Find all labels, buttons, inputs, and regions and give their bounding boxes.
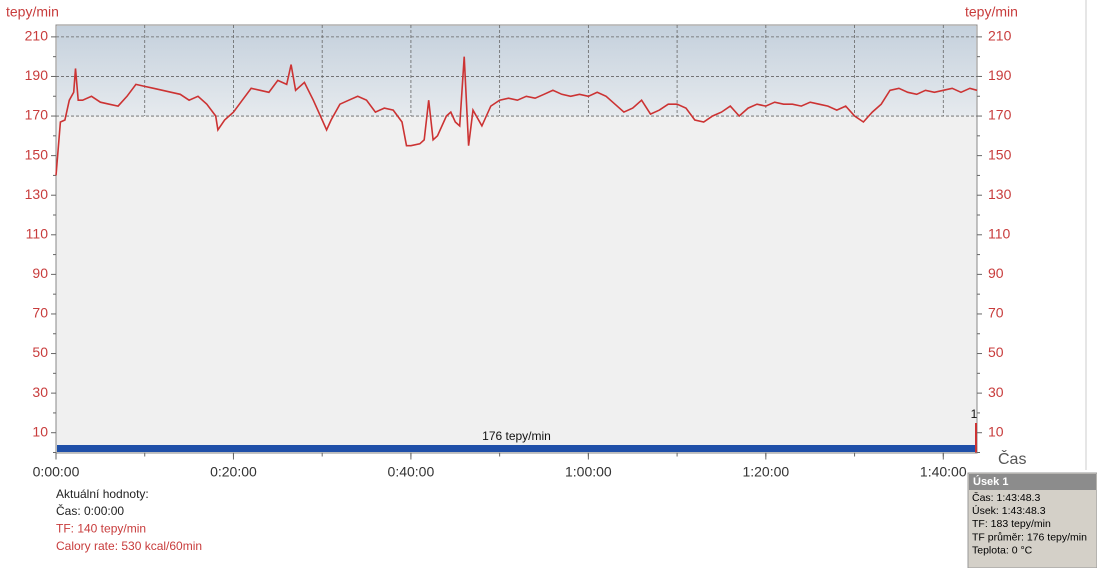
y-tick-label: 30 xyxy=(32,384,48,400)
tooltip-line: TF: 183 tepy/min xyxy=(972,518,1051,530)
zone xyxy=(57,26,976,117)
y2-tick-label: 210 xyxy=(988,28,1012,44)
hr-line xyxy=(55,56,978,176)
x-tick-label: 1:40:00 xyxy=(920,464,967,480)
info-line: TF: 140 tepy/min xyxy=(56,522,146,536)
y2-tick-label: 70 xyxy=(988,305,1004,321)
y-axis-label: tepy/min xyxy=(6,4,59,20)
x-tick-label: 0:40:00 xyxy=(388,464,435,480)
y2-tick-label: 30 xyxy=(988,384,1004,400)
y2-tick-label: 10 xyxy=(988,423,1004,439)
y2-tick-label: 90 xyxy=(988,265,1004,281)
x-tick-label: 0:20:00 xyxy=(210,464,257,480)
info-title: Aktuální hodnoty: xyxy=(56,487,149,501)
x-tick-label: 1:20:00 xyxy=(742,464,789,480)
y2-tick-label: 170 xyxy=(988,107,1012,123)
y-tick-label: 190 xyxy=(25,67,49,83)
tooltip-line: Teplota: 0 °C xyxy=(972,545,1033,557)
y-tick-label: 90 xyxy=(32,265,48,281)
y-tick-label: 130 xyxy=(25,186,49,202)
average-label: 176 tepy/min xyxy=(482,429,551,443)
y-tick-label: 10 xyxy=(32,423,48,439)
x-tick-label: 1:00:00 xyxy=(565,464,612,480)
y-tick-label: 70 xyxy=(32,305,48,321)
y-tick-label: 210 xyxy=(25,28,49,44)
info-panel: Aktuální hodnoty: Čas: 0:00:00 TF: 140 tep… xyxy=(56,487,202,553)
y2-tick-label: 110 xyxy=(988,225,1011,241)
x-axis-label: Čas xyxy=(998,449,1026,468)
y2-tick-label: 190 xyxy=(988,67,1012,83)
y-tick-label: 110 xyxy=(26,225,49,241)
y2-tick-label: 130 xyxy=(988,186,1012,202)
info-line: Calory rate: 530 kcal/60min xyxy=(56,539,202,553)
tooltip-header xyxy=(969,474,1096,490)
y-tick-label: 170 xyxy=(25,107,49,123)
y2-tick-label: 150 xyxy=(988,146,1012,162)
average-bar xyxy=(57,445,976,452)
lap-marker-label: 1 xyxy=(971,407,978,421)
y-tick-label: 50 xyxy=(32,344,48,360)
info-line: Čas: 0:00:00 xyxy=(56,503,124,518)
y2-tick-label: 50 xyxy=(988,344,1004,360)
x-tick-label: 0:00:00 xyxy=(33,464,80,480)
y2-axis-label: tepy/min xyxy=(965,4,1018,20)
tooltip-line: TF průměr: 176 tepy/min xyxy=(972,531,1087,543)
y-tick-label: 150 xyxy=(25,146,49,162)
tooltip-line: Úsek: 1:43:48.3 xyxy=(972,504,1046,517)
tooltip-title: Úsek 1 xyxy=(973,475,1008,488)
tooltip-line: Čas: 1:43:48.3 xyxy=(972,491,1040,504)
